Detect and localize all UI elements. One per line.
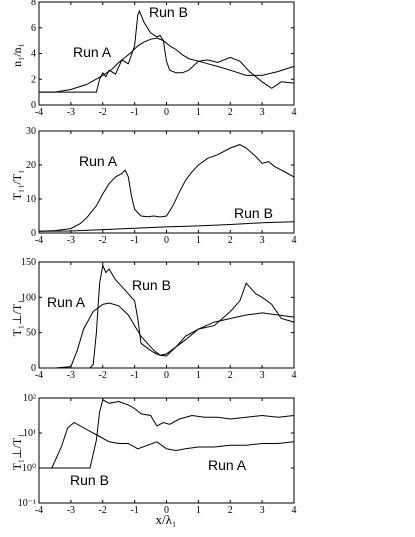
x-tick-label: 4: [292, 370, 297, 381]
annotation-run-b: Run B: [234, 205, 273, 221]
x-tick-label: 2: [228, 370, 233, 381]
panel-perpendicular-temperature-log: Run A Run B -4 -3 -2 -1 0 1 2 3 4 10⁻¹ 10⁰ 10¹ 10² T₁…: [10, 393, 297, 527]
x-tick-label: 1: [196, 505, 201, 516]
y-tick-label: 50: [26, 328, 36, 339]
series-line-run-b: [39, 9, 295, 93]
series-line-run-b: [39, 263, 295, 369]
x-tick-label: 4: [292, 505, 297, 516]
y-tick-label: 10: [26, 194, 36, 205]
x-tick-label: -4: [35, 370, 43, 381]
x-tick-label: -4: [35, 235, 43, 246]
x-tick-label: -4: [35, 107, 43, 118]
x-tick-label: 1: [196, 107, 201, 118]
x-tick-label: 3: [260, 505, 265, 516]
y-tick-label: 10¹: [23, 428, 36, 439]
series-line-run-b: [38, 221, 295, 232]
x-tick-label: 1: [196, 235, 201, 246]
x-tick-label: -1: [130, 107, 138, 118]
x-tick-label: -2: [99, 107, 107, 118]
y-axis-label: T₁⊥/T₁: [10, 300, 24, 337]
x-tick-label: 0: [164, 370, 169, 381]
series-line-run-a: [39, 421, 295, 469]
y-tick-label: 10⁻¹: [18, 498, 36, 509]
annotation-run-a: Run A: [73, 44, 112, 60]
y-tick-label: 2: [31, 74, 36, 85]
x-tick-label: -3: [67, 235, 75, 246]
x-tick-label: -4: [35, 505, 43, 516]
x-tick-label: 4: [292, 107, 297, 118]
y-axis-label: T₁⊥/T₁: [10, 434, 24, 471]
y-tick-label: 150: [21, 257, 36, 268]
x-tick-label: 2: [228, 107, 233, 118]
y-axis-label: n₁/n₁: [10, 43, 24, 67]
series-line-run-a: [39, 302, 295, 369]
series-line-run-a: [38, 144, 295, 232]
x-tick-label: 0: [164, 107, 169, 118]
y-tick-label: 0: [31, 228, 36, 239]
annotation-run-a: Run A: [208, 457, 247, 473]
y-tick-label: 4: [31, 49, 36, 60]
panel-perpendicular-temperature: Run A Run B -4 -3 -2 -1 0 1 2 3 4 0 50 100 150 T₁⊥/T₁: [10, 257, 297, 381]
series-line-run-b: [39, 399, 295, 469]
x-tick-label: -2: [99, 370, 107, 381]
x-tick-label: -1: [130, 370, 138, 381]
x-tick-label: 0: [164, 505, 169, 516]
x-tick-label: -2: [99, 505, 107, 516]
y-tick-label: 20: [26, 160, 36, 171]
annotation-run-b: Run B: [149, 4, 188, 20]
x-tick-label: -3: [67, 505, 75, 516]
y-tick-label: 6: [31, 23, 36, 34]
x-tick-label: -1: [130, 505, 138, 516]
x-tick-label: -3: [67, 370, 75, 381]
annotation-run-a: Run A: [79, 153, 118, 169]
y-tick-label: 0: [31, 363, 36, 374]
panel-parallel-temperature: Run A Run B -4 -3 -2 -1 0 1 2 3 4 0 10 20 30 T₁₁/T₁: [10, 126, 297, 246]
panel-density: Run A Run B -4 -3 -2 -1 0 1 2 3 4 0 2 4 6 8 n₁/n₁: [10, 0, 297, 118]
annotation-run-b: Run B: [70, 472, 109, 488]
x-tick-label: 1: [196, 370, 201, 381]
y-tick-label: 10⁰: [22, 463, 36, 474]
y-axis-label: T₁₁/T₁: [10, 170, 24, 201]
x-tick-label: 0: [164, 235, 169, 246]
x-tick-label: 3: [260, 235, 265, 246]
x-tick-label: 4: [292, 235, 297, 246]
x-tick-label: -3: [67, 107, 75, 118]
y-tick-label: 100: [21, 292, 36, 303]
annotation-run-a: Run A: [47, 294, 86, 310]
y-tick-label: 10²: [23, 393, 36, 404]
y-tick-label: 30: [26, 126, 36, 137]
x-tick-label: -2: [99, 235, 107, 246]
x-tick-label: -1: [130, 235, 138, 246]
y-tick-label: 8: [31, 0, 36, 8]
x-tick-label: 3: [260, 370, 265, 381]
x-tick-label: 3: [260, 107, 265, 118]
x-tick-label: 2: [228, 235, 233, 246]
x-tick-label: 2: [228, 505, 233, 516]
y-tick-label: 0: [31, 100, 36, 111]
annotation-run-b: Run B: [132, 277, 171, 293]
x-axis-label: x/λ₁: [156, 512, 177, 527]
